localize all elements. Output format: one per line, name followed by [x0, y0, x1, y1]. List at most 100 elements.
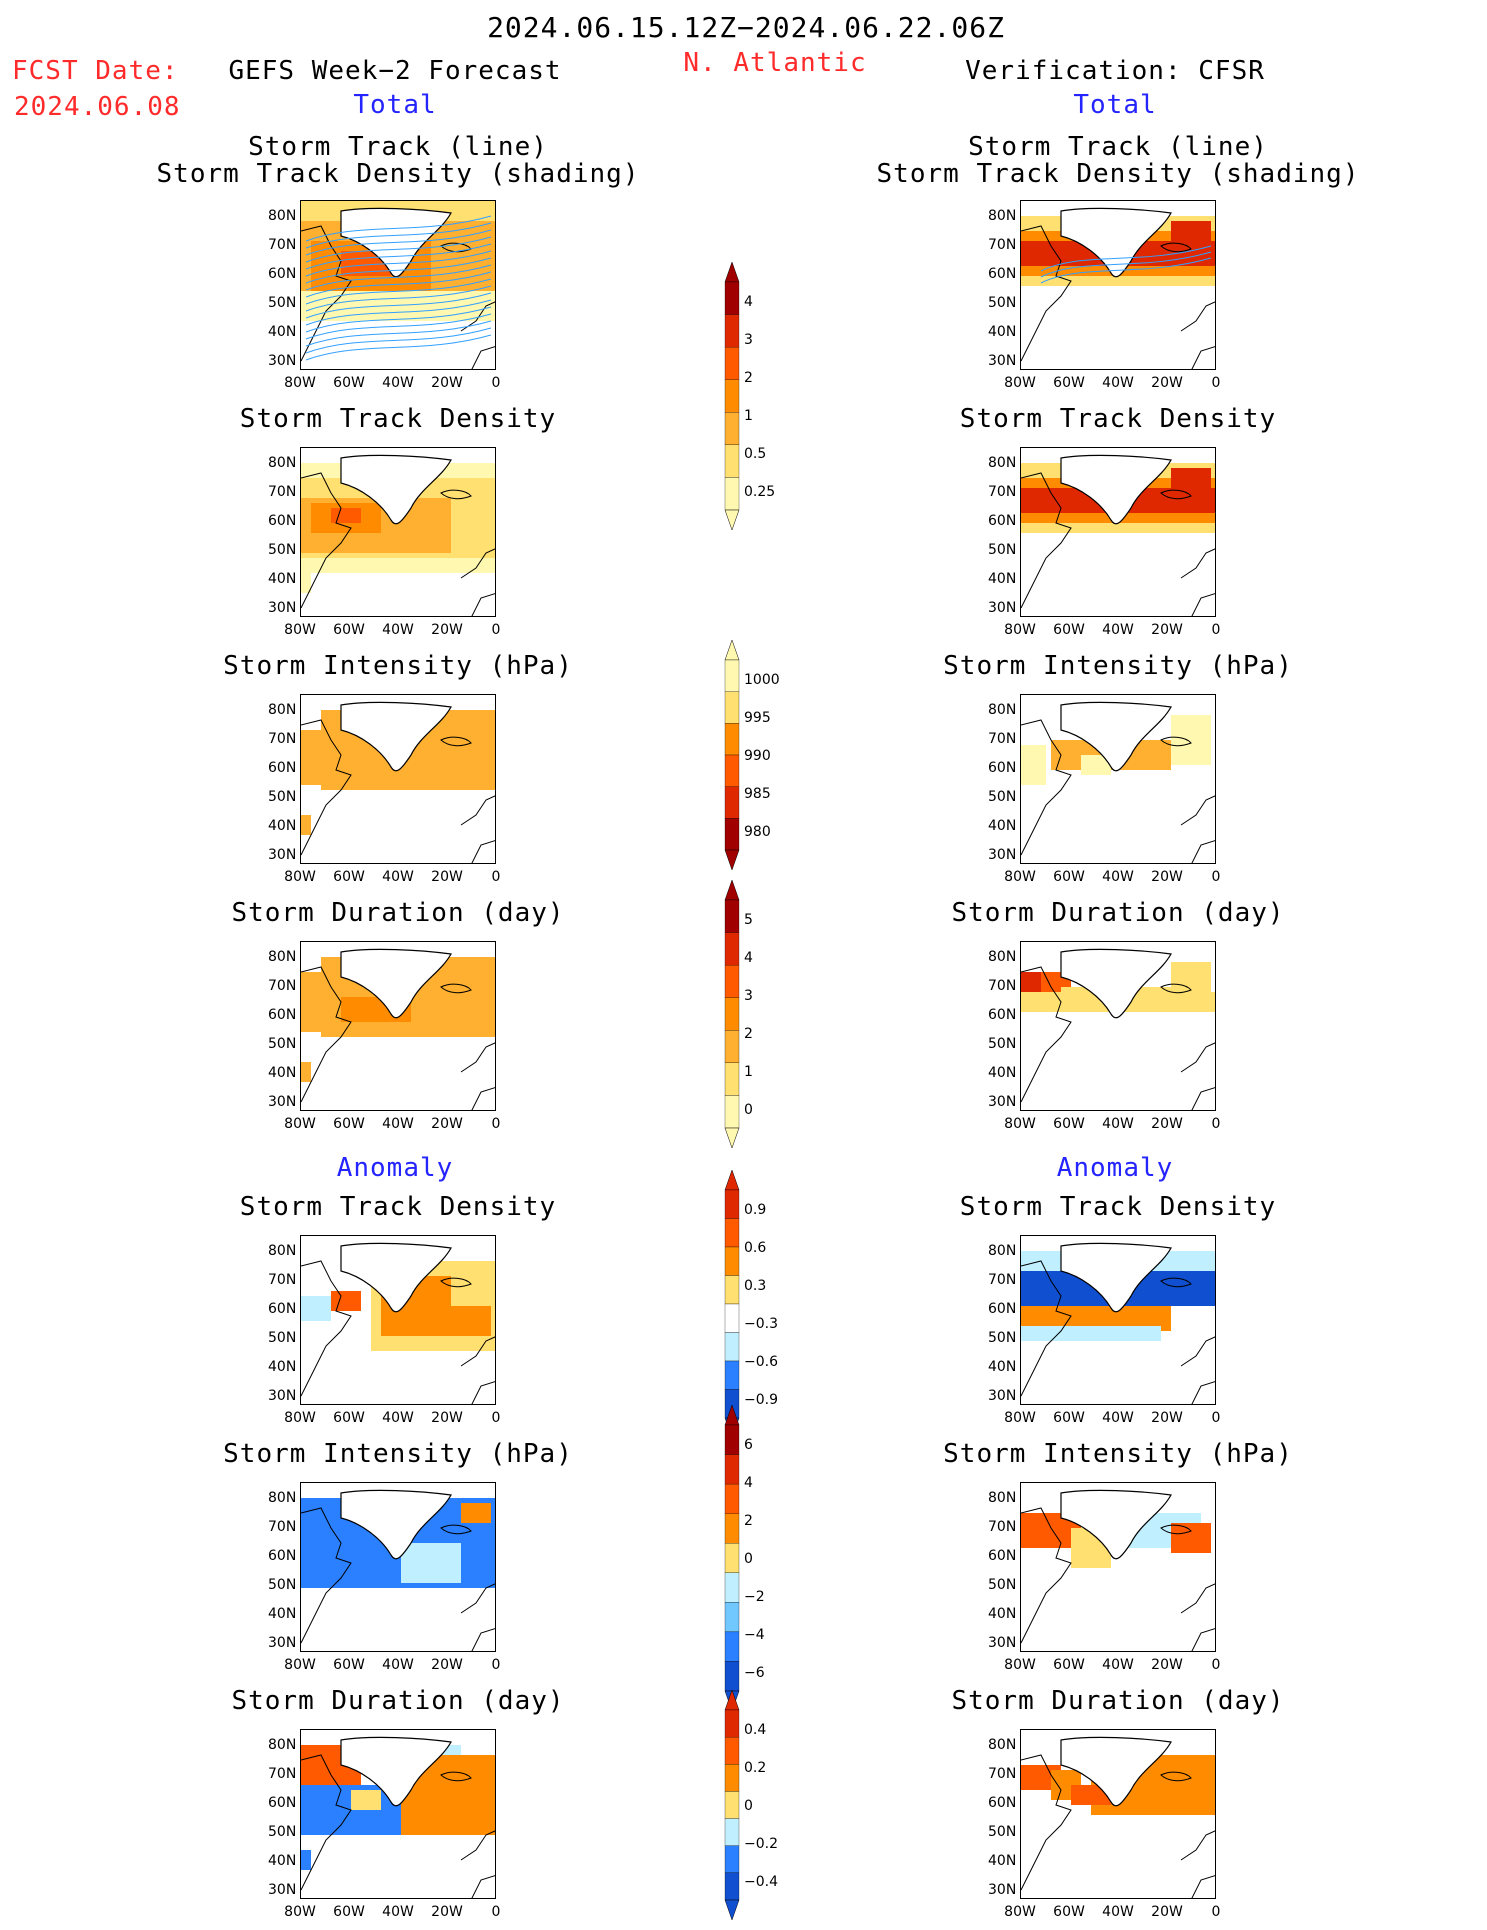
iceland-coastline [1160, 983, 1192, 994]
storm-track-line [305, 264, 492, 291]
right-column-title: Verification: CFSR [965, 56, 1265, 86]
colorbar-label: 3 [744, 988, 753, 1004]
lon-tick-label: 20W [431, 622, 463, 638]
lon-tick-label: 20W [431, 1657, 463, 1673]
lat-tick-label: 40N [988, 571, 1017, 587]
verification-map-panel [1020, 694, 1216, 864]
map-plot [1021, 1242, 1215, 1404]
shading-cell [1171, 715, 1211, 765]
storm-track-line [305, 215, 492, 242]
lon-tick-label: 60W [333, 869, 365, 885]
colorbar-label: 1 [744, 408, 753, 424]
lat-tick-label: 30N [268, 1635, 297, 1651]
colorbar-segment [724, 1845, 740, 1874]
europe-africa-coastline [460, 1583, 495, 1651]
duration-colorbar: 5 4 3 2 1 0 [724, 880, 753, 1149]
panel-title: Storm Track Density [239, 1192, 557, 1222]
north-america-coastline [301, 966, 352, 1103]
colorbar-segment [724, 932, 740, 966]
colorbar-segment [724, 346, 740, 380]
map-plot [301, 1489, 495, 1651]
lat-tick-label: 30N [988, 1388, 1017, 1404]
storm-track-line [305, 320, 492, 347]
iceland-coastline [1160, 1771, 1192, 1782]
lon-tick-label: 60W [1053, 1904, 1085, 1920]
lon-tick-label: 20W [431, 1116, 463, 1132]
lat-tick-label: 50N [268, 789, 297, 805]
colorbar-label: 0.5 [744, 446, 766, 462]
colorbar-label: −6 [744, 1665, 765, 1681]
lat-tick-label: 40N [268, 324, 297, 340]
iceland-coastline [1160, 736, 1192, 747]
lon-tick-label: 40W [1102, 622, 1134, 638]
colorbar-segment [724, 1543, 740, 1573]
fcst-date-value: 2024.06.08 [14, 92, 181, 122]
greenland-coastline [340, 454, 452, 525]
colorbar-segment [724, 1454, 740, 1485]
lon-tick-label: 80W [284, 375, 316, 391]
europe-africa-coastline [1180, 1336, 1215, 1404]
lon-tick-label: 0 [491, 1657, 501, 1673]
storm-track-line [305, 271, 492, 298]
forecast-map-panel [300, 200, 496, 370]
lon-tick-label: 80W [284, 1410, 316, 1426]
colorbar-segment [724, 1513, 740, 1544]
colorbar-arrow-top [724, 640, 740, 661]
europe-africa-coastline [1180, 1583, 1215, 1651]
lon-tick-label: 80W [1004, 622, 1036, 638]
colorbar-label: 2 [744, 1513, 753, 1529]
lon-tick-label: 80W [1004, 1657, 1036, 1673]
region-title: N. Atlantic [683, 48, 867, 78]
lat-tick-label: 80N [268, 949, 297, 965]
shading-cell [301, 1296, 331, 1321]
panel-title: Storm Duration (day) [231, 898, 565, 928]
lon-tick-label: 40W [1102, 1657, 1134, 1673]
lon-tick-label: 60W [1053, 622, 1085, 638]
shading-cell [351, 1790, 381, 1810]
north-america-coastline [301, 1260, 352, 1397]
lat-tick-label: 40N [988, 818, 1017, 834]
shading-cell [1171, 468, 1211, 508]
lon-tick-label: 80W [1004, 1116, 1036, 1132]
lat-tick-label: 40N [988, 324, 1017, 340]
lon-tick-label: 80W [1004, 1904, 1036, 1920]
intensity-colorbar: 1000 995 990 985 980 [724, 640, 780, 871]
lon-tick-label: 80W [284, 622, 316, 638]
greenland-coastline [1060, 1242, 1172, 1313]
colorbar-label: 6 [744, 1437, 753, 1453]
left-anomaly-label: Anomaly [336, 1153, 454, 1183]
storm-track-line [305, 313, 492, 340]
lat-tick-label: 80N [988, 1490, 1017, 1506]
greenland-coastline [340, 948, 452, 1019]
storm-track-line [305, 306, 492, 333]
lat-tick-label: 40N [988, 1065, 1017, 1081]
colorbar-segment [724, 754, 740, 787]
lon-tick-label: 20W [1151, 1410, 1183, 1426]
lat-tick-label: 60N [268, 266, 297, 282]
lat-tick-label: 60N [268, 1007, 297, 1023]
storm-track-line [305, 292, 492, 319]
lon-tick-label: 20W [1151, 1904, 1183, 1920]
lat-tick-label: 40N [268, 1853, 297, 1869]
europe-africa-coastline [1180, 1042, 1215, 1110]
lon-tick-label: 20W [1151, 1657, 1183, 1673]
storm-track-line [305, 222, 492, 249]
lat-tick-label: 50N [268, 295, 297, 311]
lat-tick-label: 50N [988, 1036, 1017, 1052]
colorbar-segment [724, 412, 740, 446]
storm-track-line [1040, 251, 1212, 278]
colorbar-segment [724, 1602, 740, 1633]
colorbar-segment [724, 1360, 740, 1390]
shading-cell [331, 508, 361, 523]
north-america-coastline [1021, 1754, 1072, 1891]
greenland-coastline [1060, 454, 1172, 525]
colorbar-label: 1000 [744, 672, 780, 688]
shading-cell [301, 1850, 311, 1870]
shading-cell [401, 1543, 461, 1583]
lat-tick-label: 40N [988, 1853, 1017, 1869]
map-plot [1021, 454, 1215, 616]
shading-cell [1021, 1326, 1161, 1341]
lat-tick-label: 50N [268, 1577, 297, 1593]
colorbar-segment [724, 1872, 740, 1901]
europe-africa-coastline [1180, 1830, 1215, 1898]
